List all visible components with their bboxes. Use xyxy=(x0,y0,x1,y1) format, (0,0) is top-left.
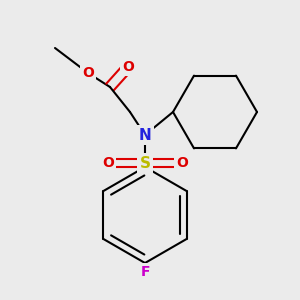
Text: F: F xyxy=(140,265,150,279)
Text: O: O xyxy=(176,156,188,170)
Text: O: O xyxy=(102,156,114,170)
Text: S: S xyxy=(140,155,151,170)
Text: N: N xyxy=(139,128,152,142)
Text: O: O xyxy=(82,66,94,80)
Text: O: O xyxy=(122,60,134,74)
